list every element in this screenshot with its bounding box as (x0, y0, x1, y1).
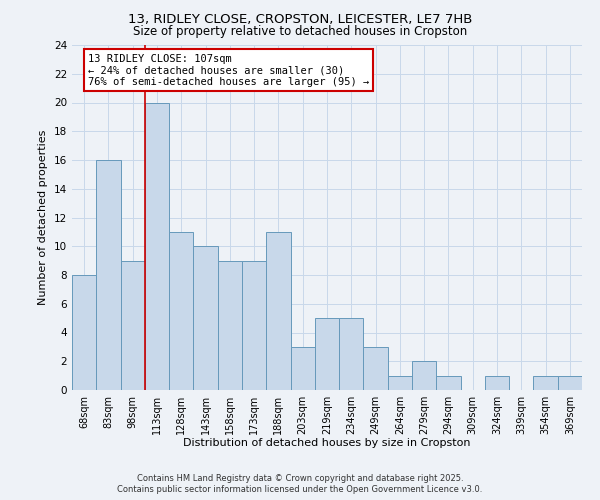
Bar (121, 260, 145, 390)
Bar (533, 376, 558, 390)
Bar (364, 347, 388, 390)
Bar (339, 318, 364, 390)
Bar (388, 376, 412, 390)
Bar (485, 376, 509, 390)
Bar (145, 102, 169, 390)
Text: Size of property relative to detached houses in Cropston: Size of property relative to detached ho… (133, 25, 467, 38)
Y-axis label: Number of detached properties: Number of detached properties (38, 130, 49, 305)
Text: 13 RIDLEY CLOSE: 107sqm
← 24% of detached houses are smaller (30)
76% of semi-de: 13 RIDLEY CLOSE: 107sqm ← 24% of detache… (88, 54, 369, 87)
Bar (169, 232, 193, 390)
Bar (558, 376, 582, 390)
X-axis label: Distribution of detached houses by size in Cropston: Distribution of detached houses by size … (183, 438, 471, 448)
Bar (96, 160, 121, 390)
Bar (412, 361, 436, 390)
Bar (290, 347, 315, 390)
Bar (193, 246, 218, 390)
Bar (72, 275, 96, 390)
Bar (218, 260, 242, 390)
Bar (242, 260, 266, 390)
Bar (315, 318, 339, 390)
Text: Contains HM Land Registry data © Crown copyright and database right 2025.
Contai: Contains HM Land Registry data © Crown c… (118, 474, 482, 494)
Bar (436, 376, 461, 390)
Bar (266, 232, 290, 390)
Text: 13, RIDLEY CLOSE, CROPSTON, LEICESTER, LE7 7HB: 13, RIDLEY CLOSE, CROPSTON, LEICESTER, L… (128, 12, 472, 26)
